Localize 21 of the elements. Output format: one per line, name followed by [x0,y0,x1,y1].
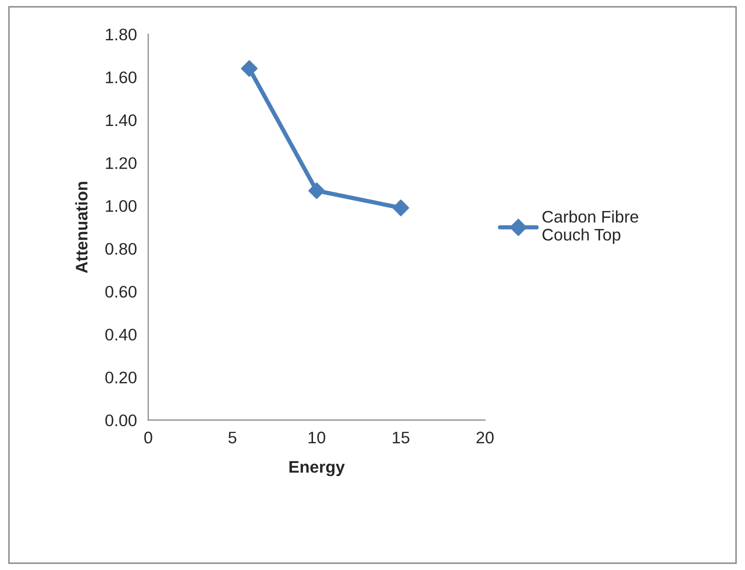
y-tick-label: 0.60 [105,286,136,298]
y-tick-label: 1.60 [106,71,136,84]
y-tick-label: 0.40 [105,328,136,341]
y-tick-label: 1.00 [106,200,136,212]
x-tick-label: 5 [228,432,236,444]
legend-label: Carbon Fibre Couch Top [542,210,638,244]
y-tick-label: 0.80 [105,242,136,255]
y-tick-label: 0.20 [105,372,136,384]
x-tick-label: 15 [392,432,410,444]
x-axis-title: Energy [289,461,345,476]
x-tick-label: 0 [144,432,152,444]
y-tick-label: 1.80 [106,28,136,40]
y-axis-title: Attenuation [75,182,88,274]
x-tick-label: 20 [476,432,494,444]
point [392,200,410,216]
y-tick-label: 0.00 [105,414,136,426]
y-tick-label: 1.20 [106,157,136,170]
point [240,60,258,77]
point [308,182,325,199]
y-tick-label: 1.40 [106,114,136,126]
x-tick-label: 10 [308,432,326,444]
